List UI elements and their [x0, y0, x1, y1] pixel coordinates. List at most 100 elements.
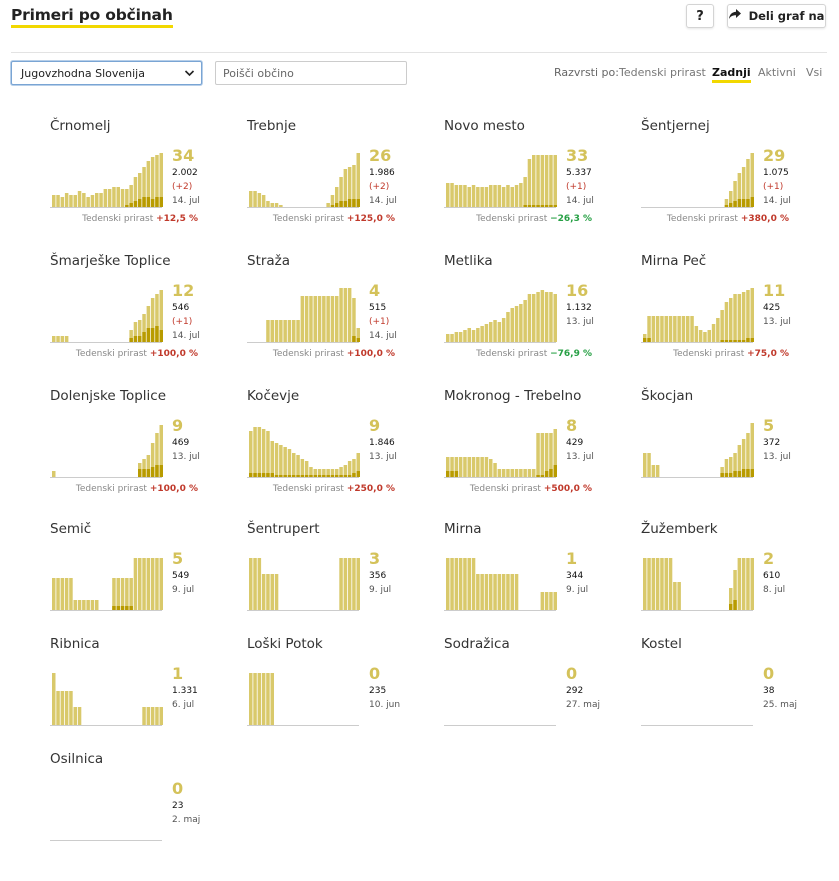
municipality-name: Mokronog - Trebelno [444, 388, 582, 404]
municipality-name: Trebnje [247, 118, 297, 134]
sparkline-bar [64, 193, 69, 207]
municipality-card[interactable]: Mirna Peč 11 425 13. jul Tedenski prirast +7… [641, 253, 831, 383]
sparkline-bar-new [549, 469, 553, 477]
municipality-card[interactable]: Metlika 16 1.132 13. jul Tedenski prirast −7… [444, 253, 634, 383]
sparkline-bar-new [150, 199, 155, 207]
active-cases: 2 [763, 549, 775, 568]
sparkline-bar-new [724, 340, 729, 342]
sparkline-bar [347, 461, 352, 477]
active-cases: 5 [172, 549, 184, 568]
sparkline-bar-new [313, 475, 317, 477]
sparkline-bar-new [729, 604, 733, 610]
weekly-change-label: Tedenski prirast [666, 214, 741, 224]
sparkline-bar [467, 558, 471, 610]
sparkline-bar [347, 288, 352, 342]
weekly-change-label: Tedenski prirast [476, 349, 551, 359]
sparkline-bar [741, 439, 746, 477]
sparkline-bar-new [261, 473, 266, 477]
total-cases: 429 [566, 438, 584, 448]
municipality-card[interactable]: Sodražica 0 292 27. maj [444, 636, 634, 766]
municipality-card[interactable]: Šmarješke Toplice 12 546 (+1) 14. jul Tedensk… [50, 253, 240, 383]
sparkline-bar-new [155, 197, 159, 207]
last-update-date: 14. jul [369, 196, 397, 206]
active-cases: 34 [172, 146, 195, 165]
sparkline-bar [532, 469, 536, 477]
municipality-card[interactable]: Šentjernej 29 1.075 (+1) 14. jul Tedenski pri… [641, 118, 831, 248]
sparkline-bar [489, 185, 493, 207]
active-cases: 5 [763, 416, 775, 435]
sparkline-bar-new [343, 475, 348, 477]
help-button[interactable]: ? [686, 4, 714, 28]
sparkline-bar-new [741, 469, 746, 477]
sparkline-bar [450, 457, 454, 477]
sparkline-bar [677, 316, 681, 342]
search-input[interactable] [215, 61, 407, 85]
sparkline-bar [647, 316, 651, 342]
sparkline-bar-new [270, 473, 274, 477]
sparkline-bar [729, 298, 733, 342]
sparkline-bar [339, 558, 343, 610]
weekly-change-label: Tedenski prirast [75, 349, 150, 359]
sparkline-bar [746, 290, 750, 342]
sparkline-bar [446, 334, 450, 342]
sort-option-weekly[interactable]: Tedenski prirast [619, 66, 706, 79]
sparkline-bar [73, 707, 77, 725]
sparkline-bar [729, 588, 733, 610]
municipality-card[interactable]: Semič 5 549 9. jul [50, 521, 240, 651]
sparkline-bar [335, 187, 339, 207]
municipality-card[interactable]: Dolenjske Toplice 9 469 13. jul Tedenski pri… [50, 388, 240, 518]
sparkline-bar [146, 455, 151, 477]
municipality-card[interactable]: Ribnica 1 1.331 6. jul [50, 636, 240, 766]
municipality-card[interactable]: Straža 4 515 (+1) 14. jul Tedenski prirast +1… [247, 253, 437, 383]
sparkline-bar [536, 292, 540, 342]
sparkline-bar [476, 187, 480, 207]
sparkline-bar [146, 161, 151, 207]
sparkline-bar-new [142, 332, 146, 342]
sparkline-bar [724, 459, 729, 477]
active-cases: 11 [763, 281, 786, 300]
sparkline-bar [549, 433, 553, 477]
sparkline-bar [724, 302, 729, 342]
sparkline-bar [493, 185, 497, 207]
sparkline-bar [266, 320, 270, 342]
municipality-card[interactable]: Kostel 0 38 25. maj [641, 636, 831, 766]
sparkline-bar [257, 427, 262, 477]
active-cases: 1 [566, 549, 578, 568]
sparkline-bar [523, 177, 527, 207]
sparkline-bar [698, 330, 703, 342]
municipality-card[interactable]: Mokronog - Trebelno 8 429 13. jul Tedenski p… [444, 388, 634, 518]
sparkline-bar [107, 189, 112, 207]
sparkline-bar [733, 181, 737, 207]
municipality-card[interactable]: Šentrupert 3 356 9. jul [247, 521, 437, 651]
weekly-change-value: −26,3 % [550, 214, 592, 224]
sparkline-bar [724, 199, 729, 207]
share-button[interactable]: Deli graf na [727, 4, 826, 28]
sparkline-bar-new [454, 471, 459, 477]
sparkline-bar [56, 578, 60, 610]
sparkline-bar [116, 187, 120, 207]
sort-option-all[interactable]: Vsi [806, 66, 823, 79]
sort-option-active[interactable]: Aktivni [758, 66, 796, 79]
region-select[interactable]: Jugovzhodna Slovenija [11, 61, 202, 85]
sort-option-latest[interactable]: Zadnji [712, 66, 751, 83]
sparkline-bar-new [729, 203, 733, 207]
municipality-card[interactable]: Črnomelj 34 2.002 (+2) 14. jul Tedenski prira… [50, 118, 240, 248]
sparkline-bar [476, 574, 480, 610]
municipality-card[interactable]: Mirna 1 344 9. jul [444, 521, 634, 651]
sparkline-bar [270, 574, 274, 610]
municipality-card[interactable]: Loški Potok 0 235 10. jun [247, 636, 437, 766]
sparkline-bar [352, 558, 356, 610]
municipality-card[interactable]: Kočevje 9 1.846 13. jul Tedenski prirast +25… [247, 388, 437, 518]
sparkline-bar-new [129, 338, 133, 342]
new-cases: (+2) [172, 182, 193, 192]
sparkline-bar [52, 673, 56, 725]
municipality-card[interactable]: Novo mesto 33 5.337 (+1) 14. jul Tedenski pri… [444, 118, 634, 248]
sparkline-bar [463, 558, 467, 610]
sparkline-bar [493, 463, 497, 477]
municipality-card[interactable]: Škocjan 5 372 13. jul [641, 388, 831, 518]
sparkline-bar [489, 459, 493, 477]
municipality-card[interactable]: Trebnje 26 1.986 (+2) 14. jul Tedenski priras… [247, 118, 437, 248]
last-update-date: 14. jul [172, 196, 200, 206]
municipality-card[interactable]: Žužemberk 2 610 8. jul [641, 521, 831, 651]
municipality-card[interactable]: Osilnica 0 23 2. maj [50, 751, 240, 881]
